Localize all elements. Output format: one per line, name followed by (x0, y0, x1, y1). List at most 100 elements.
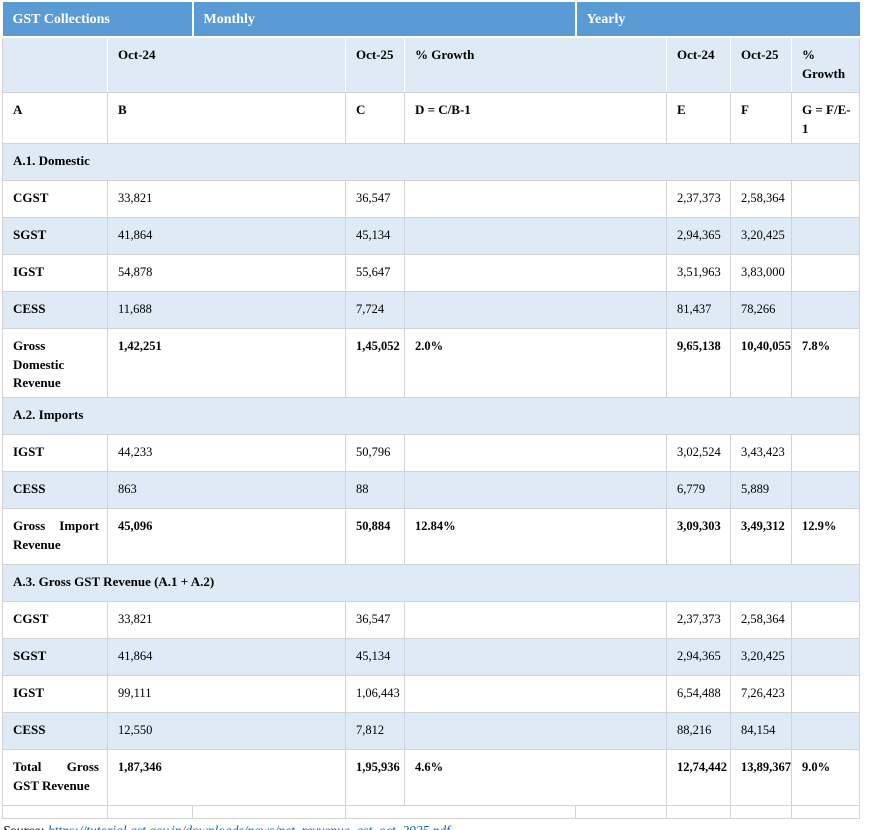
table-row: CESS 12,550 7,812 88,216 84,154 (2, 712, 861, 751)
yearly-growth-cell (790, 253, 861, 292)
letter-f-cell: F (730, 92, 792, 144)
letter-d-cell: D = C/B-1 (404, 92, 667, 144)
table-row: SGST 41,864 45,134 2,94,365 3,20,425 (2, 216, 861, 255)
yearly-group-header: Yearly (574, 2, 860, 38)
empty-cell (575, 805, 667, 820)
yearly-oct25-cell: 3,20,425 (730, 638, 792, 677)
yearly-oct24-cell: 2,94,365 (666, 638, 731, 677)
source-link[interactable]: https://tutorial.gst.gov.in/downloads/ne… (48, 823, 450, 830)
monthly-growth-cell (404, 601, 667, 640)
row-label-cell: IGST (2, 434, 108, 473)
table-row: IGST 54,878 55,647 3,51,963 3,83,000 (2, 253, 861, 292)
table-row: IGST 44,233 50,796 3,02,524 3,43,423 (2, 434, 861, 473)
monthly-oct24-cell: 863 (107, 471, 346, 510)
yearly-oct24-cell: 81,437 (666, 290, 731, 329)
section-row-a1: A.1. Domestic (1, 142, 861, 181)
monthly-growth-cell (404, 434, 667, 473)
monthly-oct24-cell: 1,42,251 (107, 327, 346, 399)
monthly-oct25-cell: 50,884 (345, 508, 405, 566)
yearly-growth-cell (790, 712, 861, 751)
yearly-growth-cell (790, 434, 861, 473)
yearly-oct24-cell: 3,51,963 (666, 253, 731, 292)
title-row: GST Collections Monthly Yearly (2, 2, 860, 38)
yearly-oct24-cell: 3,09,303 (666, 508, 731, 566)
yearly-oct25-cell: 2,58,364 (730, 601, 792, 640)
monthly-oct25-cell: 1,06,443 (345, 675, 405, 714)
yearly-oct25-header: Oct-25 (730, 36, 792, 93)
monthly-growth-cell (404, 638, 667, 677)
monthly-oct24-cell: 12,550 (107, 712, 346, 751)
row-label-cell: CESS (2, 290, 108, 329)
monthly-growth-cell: 2.0% (404, 327, 667, 399)
row-label-cell: SGST (2, 638, 108, 677)
monthly-oct24-cell: 11,688 (107, 290, 346, 329)
monthly-growth-cell (404, 712, 667, 751)
monthly-oct25-cell: 1,95,936 (345, 749, 405, 807)
yearly-growth-cell: 7.8% (790, 327, 861, 399)
section-title: A.3. Gross GST Revenue (A.1 + A.2) (1, 564, 861, 603)
monthly-oct24-cell: 45,096 (107, 508, 346, 566)
monthly-oct25-cell: 36,547 (345, 601, 405, 640)
yearly-growth-cell (790, 216, 861, 255)
yearly-growth-cell (790, 471, 861, 510)
monthly-growth-cell (404, 253, 667, 292)
yearly-oct24-cell: 6,779 (666, 471, 731, 510)
total-row: Total Gross GST Revenue 1,87,346 1,95,93… (2, 749, 861, 807)
row-label-cell: CGST (2, 179, 108, 218)
empty-cell (790, 805, 861, 820)
yearly-growth-cell (790, 601, 861, 640)
section-row-a2: A.2. Imports (1, 397, 861, 436)
yearly-oct25-cell: 3,20,425 (730, 216, 792, 255)
yearly-oct25-cell: 78,266 (730, 290, 792, 329)
row-label-cell: CESS (2, 471, 108, 510)
monthly-growth-cell (404, 675, 667, 714)
yearly-oct24-cell: 2,94,365 (666, 216, 731, 255)
monthly-oct25-cell: 36,547 (345, 179, 405, 218)
monthly-oct24-cell: 41,864 (107, 216, 346, 255)
row-label-cell: CESS (2, 712, 108, 751)
table-row: CGST 33,821 36,547 2,37,373 2,58,364 (2, 601, 861, 640)
yearly-oct24-cell: 2,37,373 (666, 601, 731, 640)
letter-g-cell: G = F/E-1 (790, 92, 861, 144)
monthly-oct24-cell: 99,111 (107, 675, 346, 714)
empty-cell (730, 805, 792, 820)
yearly-oct25-cell: 3,49,312 (730, 508, 792, 566)
source-label: Source: (3, 823, 44, 830)
yearly-growth-cell (790, 290, 861, 329)
monthly-oct24-cell: 41,864 (107, 638, 346, 677)
yearly-growth-cell (790, 179, 861, 218)
row-label-cell: SGST (2, 216, 108, 255)
yearly-oct25-cell: 7,26,423 (730, 675, 792, 714)
monthly-growth-cell (404, 471, 667, 510)
yearly-oct25-cell: 2,58,364 (730, 179, 792, 218)
table-title-cell: GST Collections (2, 2, 194, 38)
yearly-oct25-cell: 5,889 (730, 471, 792, 510)
monthly-oct25-cell: 45,134 (345, 216, 405, 255)
section-title: A.2. Imports (1, 397, 861, 436)
monthly-oct25-cell: 50,796 (345, 434, 405, 473)
table-row: CESS 11,688 7,724 81,437 78,266 (2, 290, 861, 329)
row-label-cell: Total Gross GST Revenue (2, 749, 108, 807)
source-line: Source: https://tutorial.gst.gov.in/down… (3, 823, 872, 830)
monthly-growth-header: % Growth (404, 36, 667, 93)
section-title: A.1. Domestic (1, 142, 861, 181)
total-row: Gross Import Revenue 45,096 50,884 12.84… (2, 508, 861, 566)
yearly-growth-cell: 12.9% (790, 508, 861, 566)
table-row: SGST 41,864 45,134 2,94,365 3,20,425 (2, 638, 861, 677)
letter-e-cell: E (666, 92, 731, 144)
yearly-oct24-cell: 88,216 (666, 712, 731, 751)
row-label-cell: CGST (2, 601, 108, 640)
monthly-oct25-cell: 55,647 (345, 253, 405, 292)
monthly-oct24-cell: 33,821 (107, 601, 346, 640)
table-row: IGST 99,111 1,06,443 6,54,488 7,26,423 (2, 675, 861, 714)
empty-cell (2, 805, 108, 820)
monthly-growth-cell: 12.84% (404, 508, 667, 566)
yearly-growth-cell: 9.0% (790, 749, 861, 807)
yearly-oct25-cell: 10,40,055 (730, 327, 792, 399)
yearly-oct24-cell: 12,74,442 (666, 749, 731, 807)
yearly-growth-cell (790, 638, 861, 677)
table-row: CGST 33,821 36,547 2,37,373 2,58,364 (2, 179, 861, 218)
yearly-growth-cell (790, 675, 861, 714)
yearly-oct25-cell: 3,43,423 (730, 434, 792, 473)
